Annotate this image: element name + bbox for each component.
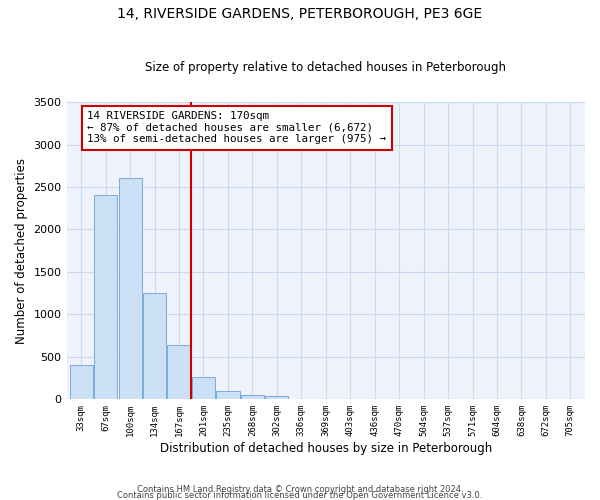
X-axis label: Distribution of detached houses by size in Peterborough: Distribution of detached houses by size … [160, 442, 492, 455]
Bar [94, 196, 117, 400]
Bar [119, 178, 142, 400]
Text: 14 RIVERSIDE GARDENS: 170sqm
← 87% of detached houses are smaller (6,672)
13% of: 14 RIVERSIDE GARDENS: 170sqm ← 87% of de… [87, 111, 386, 144]
Bar [70, 366, 93, 400]
Title: Size of property relative to detached houses in Peterborough: Size of property relative to detached ho… [145, 62, 506, 74]
Bar [265, 396, 289, 400]
Y-axis label: Number of detached properties: Number of detached properties [15, 158, 28, 344]
Bar [217, 391, 239, 400]
Bar [192, 377, 215, 400]
Bar [167, 345, 191, 400]
Bar [241, 394, 264, 400]
Text: Contains public sector information licensed under the Open Government Licence v3: Contains public sector information licen… [118, 490, 482, 500]
Text: 14, RIVERSIDE GARDENS, PETERBOROUGH, PE3 6GE: 14, RIVERSIDE GARDENS, PETERBOROUGH, PE3… [118, 8, 482, 22]
Text: Contains HM Land Registry data © Crown copyright and database right 2024.: Contains HM Land Registry data © Crown c… [137, 484, 463, 494]
Bar [143, 293, 166, 400]
